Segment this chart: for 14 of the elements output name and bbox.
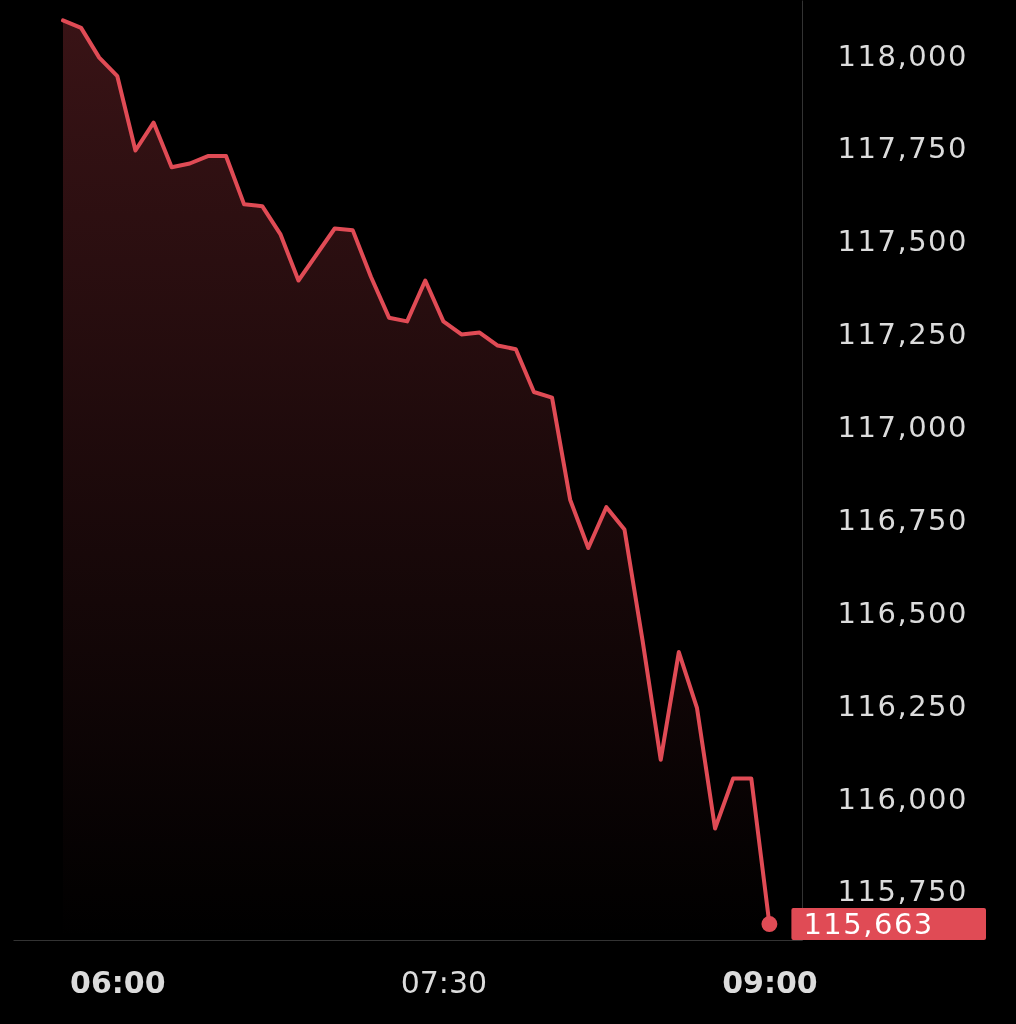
y-tick-label: 117,750 bbox=[837, 131, 968, 166]
y-tick-label: 117,250 bbox=[837, 317, 968, 352]
y-tick-label: 116,750 bbox=[837, 502, 968, 537]
y-tick-label: 118,000 bbox=[837, 38, 968, 73]
x-tick-label: 07:30 bbox=[400, 964, 488, 1000]
y-tick-label: 117,000 bbox=[837, 410, 968, 445]
y-tick-label: 116,000 bbox=[837, 781, 968, 816]
y-tick-label: 116,500 bbox=[837, 595, 968, 630]
data-label: 115,663 bbox=[803, 907, 934, 942]
x-tick-label: 09:00 bbox=[722, 964, 818, 1000]
y-tick-label: 115,750 bbox=[837, 874, 968, 909]
y-tick-label: 117,500 bbox=[837, 224, 968, 259]
y-tick-label: 116,250 bbox=[837, 688, 968, 723]
x-tick-label: 06:00 bbox=[70, 964, 166, 1000]
